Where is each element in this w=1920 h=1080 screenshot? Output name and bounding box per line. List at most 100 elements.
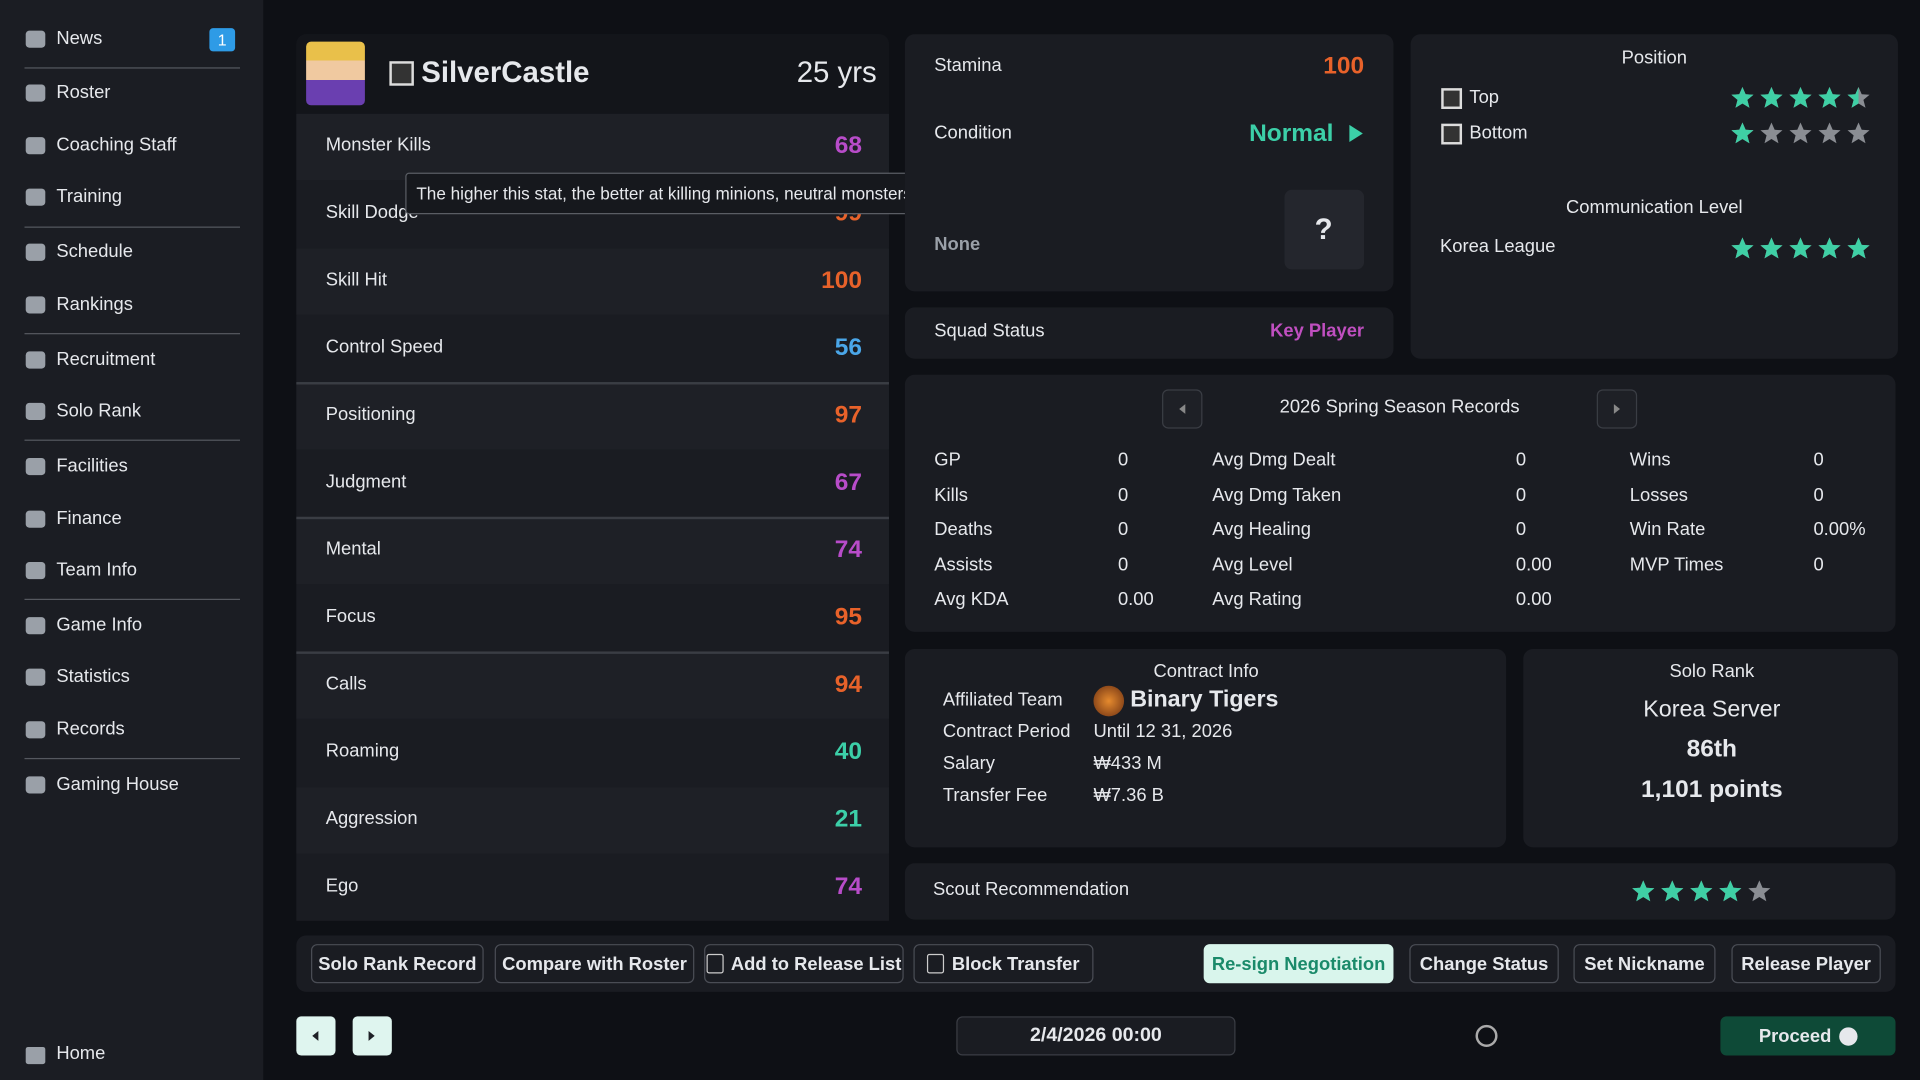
record-label: Kills xyxy=(934,484,968,506)
action-button[interactable]: Solo Rank Record xyxy=(311,944,484,984)
proceed-button[interactable]: Proceed xyxy=(1720,1016,1896,1056)
star-fill xyxy=(1632,880,1655,902)
star-fill-shape xyxy=(1731,122,1754,144)
solo-rank-panel xyxy=(1523,648,1898,848)
stat-row xyxy=(296,248,889,315)
stat-row xyxy=(296,720,889,787)
nav-item[interactable]: Coaching Staff xyxy=(56,134,177,156)
star-fill xyxy=(1760,86,1783,108)
record-value: 0 xyxy=(1515,484,1527,506)
nav-item[interactable]: Solo Rank xyxy=(56,400,142,422)
nav-item[interactable]: Roster xyxy=(56,82,111,103)
date-box xyxy=(956,1016,1236,1056)
nav-item[interactable]: Rankings xyxy=(56,293,133,315)
nav-item[interactable]: Team Info xyxy=(56,559,137,581)
star-fill-shape xyxy=(1789,86,1812,108)
nav-icon xyxy=(25,562,46,580)
position-title: Position xyxy=(1621,47,1687,69)
star-fill xyxy=(1847,237,1870,259)
nav-item[interactable]: Facilities xyxy=(56,455,128,477)
nav-item[interactable]: Records xyxy=(56,718,125,740)
nav-item[interactable]: Statistics xyxy=(56,666,130,687)
stat-row xyxy=(296,854,889,921)
nav-divider xyxy=(24,439,241,441)
nav-icon xyxy=(25,137,46,155)
nav-icon xyxy=(25,457,46,476)
action-button[interactable]: Re-sign Negotiation xyxy=(1203,944,1394,984)
stat-row xyxy=(296,315,889,383)
league-label: Korea League xyxy=(1440,236,1556,258)
nav-item[interactable]: Recruitment xyxy=(56,348,156,370)
action-button[interactable]: Compare with Roster xyxy=(494,944,695,984)
stat-label: Control Speed xyxy=(325,336,444,358)
nav-icon xyxy=(25,510,46,528)
season-nav[interactable] xyxy=(1596,389,1638,429)
stat-value: 97 xyxy=(834,401,863,429)
stat-value: 67 xyxy=(834,468,863,496)
stat-value: 68 xyxy=(834,132,863,160)
record-value: 0 xyxy=(1117,484,1129,506)
nav-icon xyxy=(25,776,46,794)
arrow xyxy=(1179,404,1186,414)
nav-item[interactable]: Finance xyxy=(56,508,122,529)
record-label: Avg KDA xyxy=(934,588,1009,610)
nav-icon xyxy=(25,617,46,635)
page-nav[interactable] xyxy=(352,1016,392,1056)
star-empty xyxy=(1818,122,1841,144)
star-empty xyxy=(1760,122,1783,144)
contract-label: Salary xyxy=(942,753,995,774)
star-rating xyxy=(1731,122,1870,144)
nav-item[interactable]: Gaming House xyxy=(56,773,179,795)
role-icon xyxy=(1441,88,1463,109)
button-label: Change Status xyxy=(1419,953,1549,975)
action-button[interactable]: Set Nickname xyxy=(1573,944,1716,984)
star-fill xyxy=(1847,86,1859,108)
home-link[interactable]: Home xyxy=(56,1043,106,1065)
star-fill xyxy=(1731,86,1754,108)
nav-icon xyxy=(25,668,46,686)
nav-divider xyxy=(24,67,241,69)
nav-icon xyxy=(25,188,46,206)
record-value: 0 xyxy=(1117,554,1129,575)
star-fill-shape xyxy=(1661,880,1684,902)
stat-value: 21 xyxy=(834,805,863,833)
role-icon xyxy=(389,61,414,86)
stat-label: Focus xyxy=(325,606,376,627)
nav-item[interactable]: Training xyxy=(56,186,123,207)
star-fill xyxy=(1661,880,1684,902)
sidebar xyxy=(0,0,264,1080)
trait-icon: ? xyxy=(1314,213,1333,247)
stat-value: 74 xyxy=(834,873,863,901)
nav-item[interactable]: Game Info xyxy=(56,614,143,636)
nav-icon xyxy=(25,30,46,48)
record-value: 0 xyxy=(1813,554,1824,575)
star-fill xyxy=(1789,86,1812,108)
nav-divider xyxy=(24,757,241,760)
action-button[interactable]: Release Player xyxy=(1731,944,1881,984)
season-title: 2026 Spring Season Records xyxy=(1279,396,1520,418)
stat-row xyxy=(296,652,889,719)
record-value: 0 xyxy=(1117,449,1129,471)
stat-label: Mental xyxy=(325,538,381,560)
team-logo xyxy=(1093,685,1125,717)
power-icon[interactable] xyxy=(1475,1024,1498,1047)
stamina-value: 100 xyxy=(1323,52,1365,80)
nav-item[interactable]: News xyxy=(56,28,103,49)
page-nav[interactable] xyxy=(296,1016,336,1056)
action-button[interactable]: Change Status xyxy=(1409,944,1559,984)
action-button[interactable]: Block Transfer xyxy=(913,944,1094,984)
record-value: 0 xyxy=(1813,484,1824,506)
solo-rank-server: Korea Server xyxy=(1643,696,1781,723)
record-label: Avg Dmg Taken xyxy=(1212,484,1342,506)
record-label: Losses xyxy=(1629,484,1688,506)
star-fill xyxy=(1818,237,1841,259)
action-button[interactable]: Add to Release List xyxy=(704,944,904,984)
star-fill xyxy=(1789,237,1812,259)
star-fill-shape xyxy=(1731,237,1754,259)
season-nav[interactable] xyxy=(1162,389,1203,429)
stat-value: 74 xyxy=(834,536,863,564)
condition-value: Normal xyxy=(1249,120,1334,147)
contract-title: Contract Info xyxy=(1153,661,1259,683)
nav-item[interactable]: Schedule xyxy=(56,241,133,263)
stat-row xyxy=(296,585,889,652)
